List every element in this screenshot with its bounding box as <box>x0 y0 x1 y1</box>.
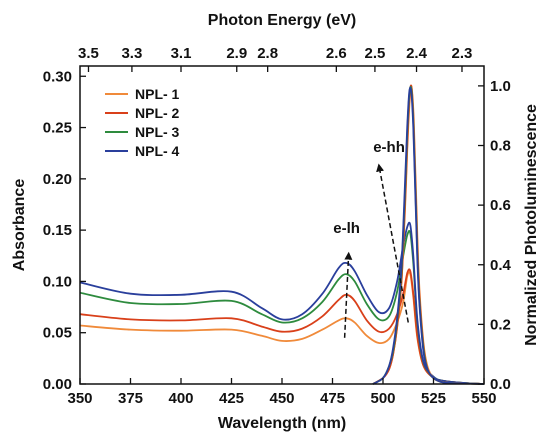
series-line-abs-2 <box>79 268 485 385</box>
x-tick-label: 400 <box>168 390 193 407</box>
annotation-label-1: e-lh <box>333 220 360 237</box>
ticks-layer: 350 375 400 425 450 475 500 525 550 0.00 0.05 0.10 0… <box>43 45 512 407</box>
y2-axis-title: Normalized Photoluminescence <box>523 104 540 346</box>
y-tick-label: 0.25 <box>43 120 72 137</box>
y-axis-title: Absorbance <box>11 179 28 272</box>
y2-tick-label: 0.2 <box>490 316 511 333</box>
y-tick-label: 0.30 <box>43 68 72 85</box>
x-tick-label: 550 <box>471 390 496 407</box>
y-tick-label: 0.20 <box>43 171 72 188</box>
series-line-abs-4 <box>79 221 485 385</box>
top-tick-label: 3.5 <box>78 45 99 62</box>
legend-label-4: NPL- 4 <box>135 143 180 159</box>
x-tick-label: 525 <box>421 390 446 407</box>
top-tick-label: 2.3 <box>452 45 473 62</box>
top-tick-label: 2.5 <box>364 45 385 62</box>
top-tick-label: 3.1 <box>171 45 192 62</box>
y-tick-label: 0.15 <box>43 222 72 239</box>
annotation-arrow-1 <box>343 251 353 338</box>
y-tick-label: 0.00 <box>43 376 72 393</box>
y2-tick-label: 0.0 <box>490 376 511 393</box>
legend-label-2: NPL- 2 <box>135 105 180 121</box>
series-line-pl-4 <box>372 86 485 385</box>
top-tick-label: 2.9 <box>226 45 247 62</box>
x-tick-label: 425 <box>219 390 244 407</box>
x-tick-label: 500 <box>370 390 395 407</box>
series-layer <box>79 84 485 385</box>
x-tick-label: 375 <box>118 390 143 407</box>
x-tick-label: 475 <box>320 390 345 407</box>
y2-tick-label: 1.0 <box>490 78 511 95</box>
annotation-arrow-2 <box>376 163 409 323</box>
top-axis-title: Photon Energy (eV) <box>208 12 356 29</box>
y2-tick-label: 0.4 <box>490 257 512 274</box>
y2-tick-label: 0.6 <box>490 197 511 214</box>
top-tick-label: 2.8 <box>257 45 278 62</box>
y-tick-label: 0.10 <box>43 273 72 290</box>
x-axis-title: Wavelength (nm) <box>218 415 346 432</box>
annotation-label-2: e-hh <box>373 139 405 156</box>
top-tick-label: 2.4 <box>406 45 428 62</box>
top-tick-label: 2.6 <box>326 45 347 62</box>
legend: NPL- 1 NPL- 2 NPL- 3 NPL- 4 <box>105 86 180 159</box>
x-tick-label: 350 <box>67 390 92 407</box>
y-tick-label: 0.05 <box>43 325 72 342</box>
annotation-layer: e-lh e-hh <box>333 139 409 338</box>
top-tick-label: 3.3 <box>121 45 142 62</box>
y2-tick-label: 0.8 <box>490 138 511 155</box>
x-tick-label: 450 <box>269 390 294 407</box>
legend-label-3: NPL- 3 <box>135 124 180 140</box>
legend-label-1: NPL- 1 <box>135 86 180 102</box>
